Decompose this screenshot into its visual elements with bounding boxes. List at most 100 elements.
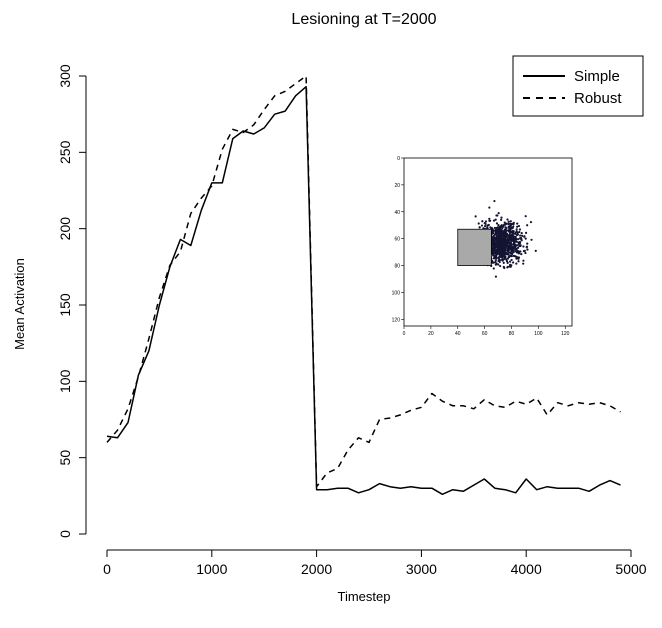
inset-point [519, 234, 522, 237]
inset-y-tick-label: 120 [392, 317, 401, 323]
inset-point [500, 231, 503, 235]
inset-point [514, 248, 518, 251]
legend-label-simple: Simple [574, 68, 620, 85]
inset-point [492, 261, 495, 264]
inset-point [493, 199, 496, 203]
inset-point [509, 251, 512, 254]
inset-point [497, 212, 500, 215]
inset-point [526, 242, 529, 245]
inset-point [508, 238, 512, 241]
inset-point [510, 258, 513, 262]
inset-point [507, 256, 510, 259]
inset-point [514, 237, 517, 240]
inset-point [483, 221, 486, 225]
inset-point [494, 259, 497, 262]
inset-point [517, 246, 520, 249]
inset-point [505, 229, 508, 232]
inset-point [474, 215, 477, 218]
inset-point [494, 239, 497, 242]
inset-point [512, 235, 515, 238]
inset-point [509, 260, 512, 263]
inset-point [519, 244, 522, 247]
inset-point [505, 260, 509, 263]
inset-point [512, 251, 515, 254]
inset-point [495, 222, 499, 225]
x-tick-label: 4000 [511, 561, 542, 577]
inset-point [500, 216, 503, 219]
inset-x-tick-label: 60 [482, 331, 488, 337]
inset-point [499, 264, 502, 268]
inset-lesion-region [457, 228, 492, 266]
inset-point [509, 222, 512, 225]
inset-point [515, 262, 518, 265]
inset-point [497, 259, 500, 263]
inset-point [502, 249, 505, 252]
y-tick-label: 150 [57, 293, 73, 317]
inset-point [494, 261, 497, 264]
inset-point [492, 229, 495, 232]
inset-point [526, 224, 529, 227]
inset-point [529, 220, 533, 224]
inset-point [524, 237, 527, 240]
inset-point [496, 231, 499, 234]
inset-x-tick-label: 40 [455, 331, 461, 337]
y-tick-label: 50 [57, 450, 73, 466]
inset-point [521, 234, 524, 237]
y-tick-label: 300 [57, 64, 73, 88]
inset-point [484, 220, 488, 223]
inset-point [495, 214, 498, 217]
x-tick-label: 2000 [301, 561, 332, 577]
inset-point [518, 228, 522, 231]
inset-x-tick-label: 100 [534, 331, 543, 337]
inset-point [506, 265, 509, 268]
inset-point [495, 242, 498, 246]
inset-point [496, 226, 499, 229]
inset-point [524, 231, 528, 235]
inset-x-tick-label: 80 [509, 331, 515, 337]
inset-point [506, 252, 509, 255]
inset-point [494, 252, 497, 255]
inset-point [494, 250, 497, 253]
inset-point [499, 246, 502, 249]
inset-point [494, 218, 497, 221]
inset-point [503, 253, 506, 256]
inset-point [484, 225, 487, 228]
inset-point [488, 206, 491, 209]
inset-y-tick-label: 60 [394, 237, 400, 243]
inset-point [512, 261, 515, 264]
inset-point [517, 224, 521, 228]
inset-point [486, 226, 489, 229]
inset-point [512, 232, 515, 235]
inset-point [504, 255, 507, 258]
legend-box [512, 55, 644, 117]
inset-point [500, 255, 503, 258]
inset-point [500, 242, 503, 245]
inset-point [488, 217, 491, 220]
inset-point [514, 239, 517, 242]
inset-point [495, 257, 498, 260]
y-tick-label: 0 [57, 530, 73, 538]
legend-label-robust: Robust [574, 90, 622, 107]
inset-point [534, 249, 537, 253]
inset-point [507, 239, 510, 243]
inset-point [522, 259, 525, 262]
inset-point [504, 248, 507, 251]
inset-point [515, 230, 518, 233]
inset-y-tick-label: 100 [392, 290, 401, 296]
inset-point [525, 245, 529, 248]
inset-point [503, 221, 506, 224]
inset-point [524, 215, 527, 218]
inset-point [510, 246, 513, 249]
inset-y-tick-label: 20 [394, 183, 400, 189]
legend: Simple Robust [512, 55, 644, 117]
inset-point [492, 232, 495, 235]
inset-point [505, 245, 508, 248]
inset-x-tick-label: 0 [403, 331, 406, 337]
inset-point [502, 244, 506, 247]
inset-point [496, 249, 500, 253]
inset-point [504, 241, 507, 244]
inset-point [506, 242, 509, 245]
x-tick-label: 5000 [615, 561, 646, 577]
inset-point [520, 236, 523, 240]
